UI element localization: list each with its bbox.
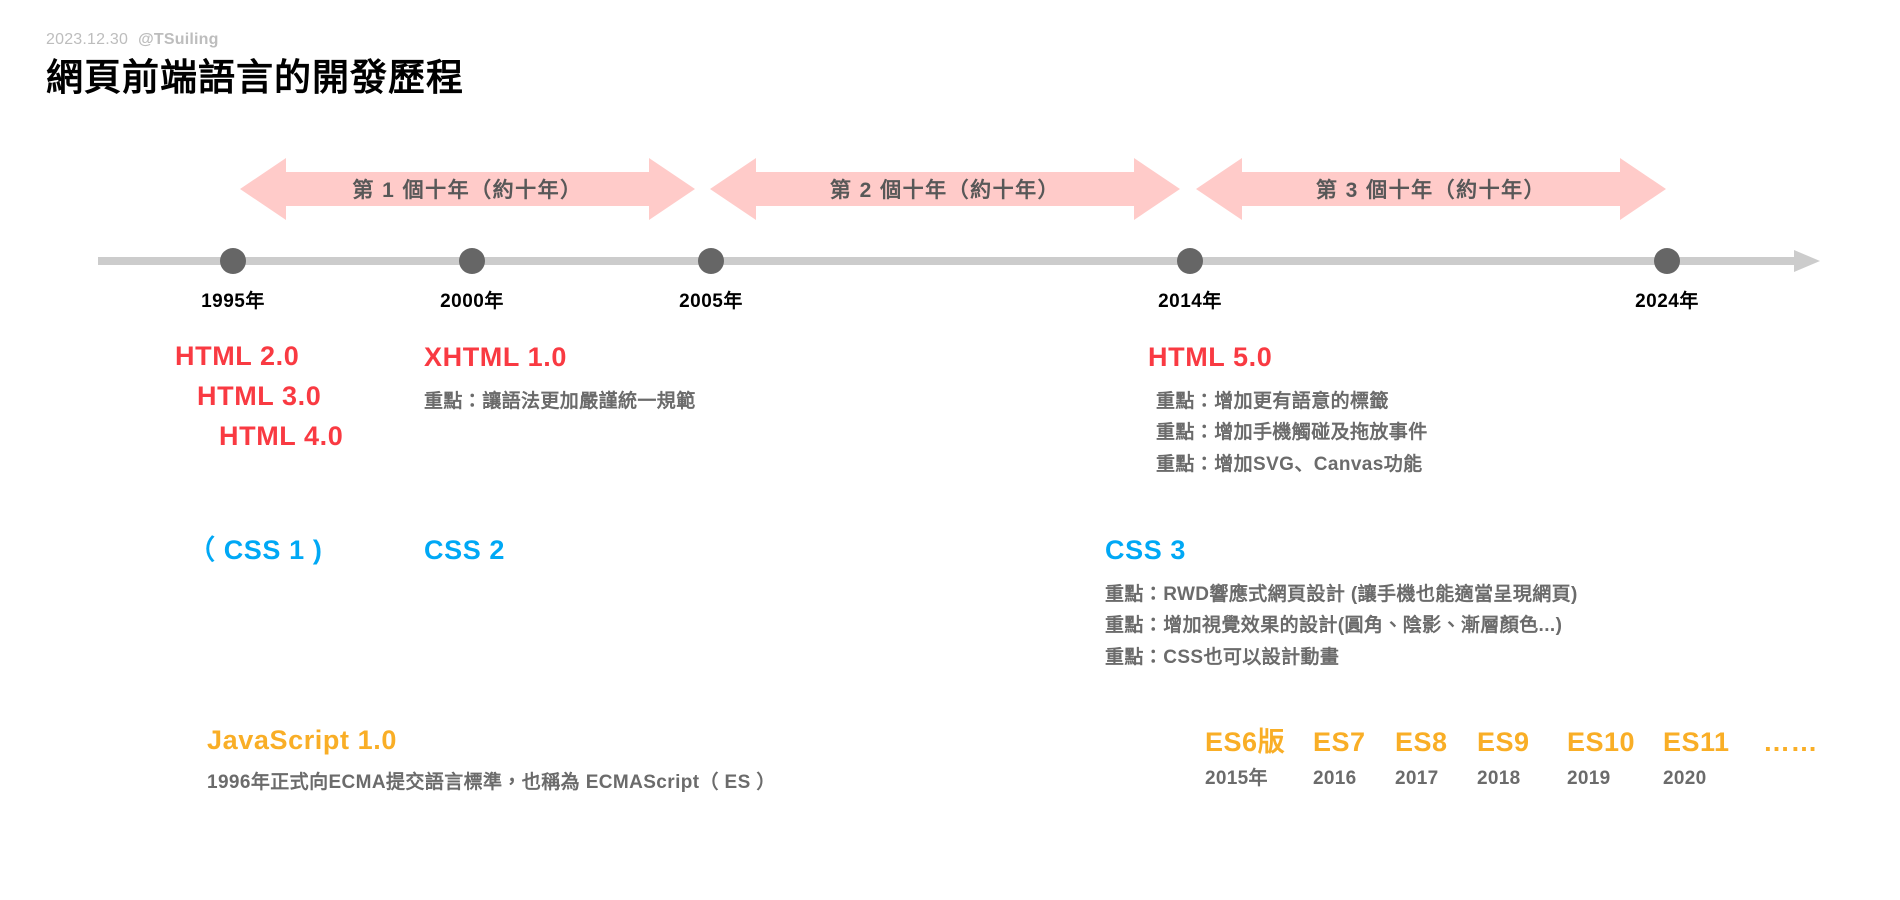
javascript-note-1: 1996年正式向ECMA提交語言標準，也稱為 ECMAScript（ ES ）: [207, 771, 776, 793]
xhtml-note-1: 重點：讓語法更加嚴謹統一規範: [424, 390, 696, 412]
entry-ecmascript: ES6版 ES7 ES8 ES9 ES10 ES11 …… 2015年 2016…: [1205, 720, 1818, 790]
es-year-2017: 2017: [1395, 768, 1439, 789]
html5-note-3: 重點：增加SVG、Canvas功能: [1156, 454, 1423, 476]
timeline-dot-1995: [220, 248, 246, 274]
css3-note-3: 重點：CSS也可以設計動畫: [1105, 647, 1340, 669]
es-version-es9: ES9: [1477, 727, 1530, 757]
html-2-label: HTML 2.0: [175, 341, 300, 371]
es-version-es6: ES6版: [1205, 727, 1286, 757]
year-label-1995: 1995年: [201, 291, 265, 312]
timeline-dot-2000: [459, 248, 485, 274]
decade-arrow-3: 第 3 個十年（約十年）: [1196, 158, 1666, 220]
ecmascript-year-list: 2015年 2016 2017 2018 2019 2020: [1205, 763, 1818, 790]
double-arrow-icon: [710, 158, 1180, 220]
header-meta: 2023.12.30 @TSuiling: [46, 30, 464, 50]
entry-xhtml: XHTML 1.0 重點：讓語法更加嚴謹統一規範: [424, 337, 696, 417]
html5-note-2: 重點：增加手機觸碰及拖放事件: [1156, 422, 1428, 444]
entry-html5: HTML 5.0 重點：增加更有語意的標籤 重點：增加手機觸碰及拖放事件 重點：…: [1148, 337, 1428, 481]
decade-label-1: 第 1 個十年（約十年）: [352, 179, 583, 202]
timeline-dot-2014: [1177, 248, 1203, 274]
double-arrow-icon: [1196, 158, 1666, 220]
axis-line: [98, 257, 1801, 265]
es-version-es8: ES8: [1395, 727, 1448, 757]
es-version-ellipsis: ……: [1763, 727, 1818, 757]
es-version-es11: ES11: [1663, 727, 1730, 757]
es-year-2019: 2019: [1567, 768, 1611, 789]
html-3-label: HTML 3.0: [197, 380, 322, 411]
timeline-dot-2005: [698, 248, 724, 274]
es-year-2020: 2020: [1663, 768, 1707, 789]
es-year-2015: 2015年: [1205, 768, 1268, 789]
timeline-axis: [0, 248, 1900, 274]
timeline-dot-2024: [1654, 248, 1680, 274]
entry-html-early: HTML 2.0 HTML 3.0 HTML 4.0: [175, 337, 343, 457]
year-label-2000: 2000年: [440, 291, 504, 312]
entry-css2: CSS 2: [424, 530, 505, 571]
entry-css1: （ CSS 1 ): [188, 530, 322, 571]
css3-note-2: 重點：增加視覺效果的設計(圓角、陰影、漸層顏色...): [1105, 615, 1563, 637]
html5-title: HTML 5.0: [1148, 342, 1273, 372]
entry-css3: CSS 3 重點：RWD響應式網頁設計 (讓手機也能適當呈現網頁) 重點：增加視…: [1105, 530, 1578, 674]
year-label-2014: 2014年: [1158, 291, 1222, 312]
javascript-title: JavaScript 1.0: [207, 725, 398, 755]
ecmascript-version-list: ES6版 ES7 ES8 ES9 ES10 ES11 ……: [1205, 720, 1818, 759]
decade-arrow-1: 第 1 個十年（約十年）: [240, 158, 695, 220]
html-4-label: HTML 4.0: [219, 420, 344, 451]
xhtml-title: XHTML 1.0: [424, 342, 567, 372]
css2-title: CSS 2: [424, 535, 506, 565]
es-year-2016: 2016: [1313, 768, 1357, 789]
decade-label-3: 第 3 個十年（約十年）: [1315, 179, 1547, 202]
author-handle: @TSuiling: [138, 31, 219, 48]
es-version-es10: ES10: [1567, 727, 1636, 757]
es-version-es7: ES7: [1313, 727, 1366, 757]
page-header: 2023.12.30 @TSuiling 網頁前端語言的開發歷程: [46, 30, 464, 100]
decade-arrows-group: 第 1 個十年（約十年） 第 2 個十年（約十年） 第 3 個十年（約十年）: [0, 158, 1900, 220]
decade-arrow-2: 第 2 個十年（約十年）: [710, 158, 1180, 220]
css3-note-1: 重點：RWD響應式網頁設計 (讓手機也能適當呈現網頁): [1105, 583, 1578, 605]
es-year-2018: 2018: [1477, 768, 1521, 789]
axis-arrowhead-icon: [1794, 250, 1820, 272]
year-label-2005: 2005年: [679, 291, 743, 312]
css3-title: CSS 3: [1105, 535, 1187, 565]
year-label-2024: 2024年: [1635, 291, 1699, 312]
html5-note-1: 重點：增加更有語意的標籤: [1156, 390, 1389, 412]
decade-label-2: 第 2 個十年（約十年）: [829, 179, 1061, 202]
css1-title: （ CSS 1 ): [188, 535, 323, 565]
page-title: 網頁前端語言的開發歷程: [46, 57, 464, 98]
double-arrow-icon: [240, 158, 695, 220]
entry-javascript: JavaScript 1.0 1996年正式向ECMA提交語言標準，也稱為 EC…: [207, 720, 776, 798]
publish-date: 2023.12.30: [46, 31, 129, 48]
